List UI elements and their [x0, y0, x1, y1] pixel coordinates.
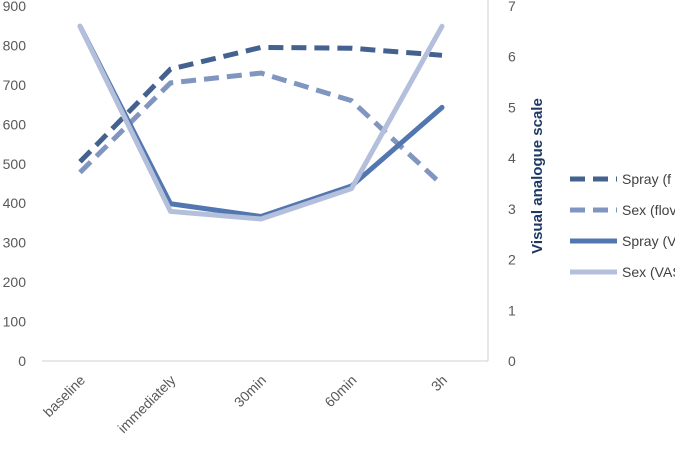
left-tick-label: 100 [3, 314, 27, 330]
right-tick-label: 3 [508, 201, 516, 217]
right-tick-label: 1 [508, 302, 516, 318]
right-tick-label: 5 [508, 99, 516, 115]
axes [42, 0, 489, 362]
legend-label: Sex (VAS [622, 264, 675, 280]
x-axis-ticks: baseline immediately 30min 60min 3h [40, 372, 450, 436]
x-tick-label: 30min [231, 372, 269, 410]
legend-label: Sex (flov [622, 202, 675, 218]
left-tick-label: 0 [18, 353, 26, 369]
right-tick-label: 7 [508, 0, 516, 14]
right-axis-ticks: 0 1 2 3 4 5 6 7 [508, 0, 516, 369]
x-tick-label: immediately [114, 372, 178, 436]
series-line-4 [77, 23, 445, 222]
right-axis-title: Visual analogue scale [529, 98, 546, 254]
legend: Spray (f Sex (flov Spray (V Sex (VAS [570, 171, 675, 280]
x-tick-label: 60min [321, 372, 359, 410]
x-tick-label: 3h [428, 372, 450, 394]
series-line-1 [78, 44, 443, 164]
series-line-2 [78, 70, 444, 187]
left-tick-label: 600 [3, 116, 27, 132]
left-tick-label: 500 [3, 156, 27, 172]
left-axis-ticks: 0 100 200 300 400 500 600 700 800 900 [3, 0, 27, 369]
right-tick-label: 4 [508, 150, 516, 166]
right-tick-label: 2 [508, 252, 516, 268]
left-tick-label: 300 [3, 235, 27, 251]
left-tick-label: 400 [3, 195, 27, 211]
left-tick-label: 800 [3, 37, 27, 53]
left-tick-label: 200 [3, 274, 27, 290]
right-tick-label: 6 [508, 49, 516, 65]
right-tick-label: 0 [508, 353, 516, 369]
left-tick-label: 700 [3, 77, 27, 93]
left-tick-label: 900 [3, 0, 27, 14]
x-tick-label: baseline [40, 372, 88, 420]
series-lines [77, 23, 445, 222]
legend-label: Spray (V [622, 233, 675, 249]
legend-label: Spray (f [622, 171, 671, 187]
